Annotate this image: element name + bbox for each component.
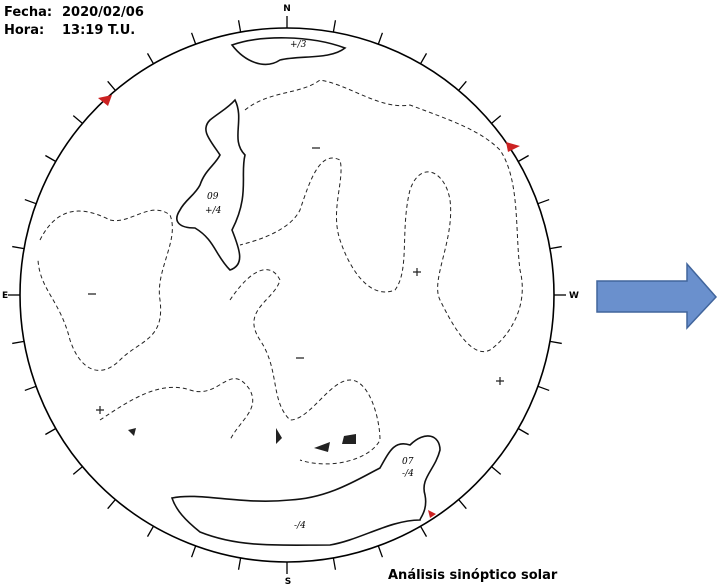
annotation: +/4 [205, 206, 222, 216]
cross-marks [88, 147, 504, 414]
tick [332, 20, 337, 33]
tick [146, 53, 155, 65]
tick [237, 20, 242, 33]
tick [146, 525, 155, 537]
tick [72, 466, 83, 475]
tick [549, 340, 562, 345]
next-arrow [596, 262, 718, 330]
red-marks [98, 95, 520, 518]
filament-region [230, 37, 347, 66]
east-label: E [2, 291, 8, 301]
neutral-line [37, 209, 173, 371]
spot-marks [128, 428, 356, 452]
south-label: S [285, 577, 291, 587]
caption: Análisis sinóptico solar [388, 568, 558, 583]
tick [419, 53, 428, 65]
tick [107, 499, 116, 510]
time-label: Hora: [4, 23, 44, 38]
north-label: N [283, 4, 291, 14]
tick [458, 80, 467, 91]
filament-region [170, 435, 441, 547]
tick [72, 115, 83, 124]
tick [190, 545, 197, 558]
tick [419, 525, 428, 537]
tick [12, 245, 25, 250]
tick [107, 80, 116, 91]
annotation: -/4 [402, 469, 414, 479]
neutral-line [239, 79, 523, 353]
tick [537, 198, 550, 205]
filament-region [176, 98, 246, 271]
tick [491, 466, 502, 475]
tick [458, 499, 467, 510]
tick [537, 385, 550, 392]
tick [45, 427, 57, 436]
tick [517, 427, 529, 436]
annotation: -/4 [294, 521, 306, 531]
tick [332, 557, 337, 570]
tick [12, 340, 25, 345]
annotation: 07 [402, 457, 414, 467]
tick [24, 198, 37, 205]
date-label: Fecha: [4, 5, 52, 20]
tick [190, 32, 197, 45]
tick [237, 557, 242, 570]
tick [377, 32, 384, 45]
tick-ring [8, 16, 566, 574]
time: 13:19 T.U. [62, 23, 135, 38]
west-label: W [569, 291, 579, 301]
tick [24, 385, 37, 392]
tick [491, 115, 502, 124]
neutral-line [229, 269, 381, 465]
tick [377, 545, 384, 558]
tick [517, 154, 529, 163]
neutral-line [99, 378, 254, 441]
annotation: +/3 [290, 40, 307, 50]
annotation: 09 [207, 192, 219, 202]
date: 2020/02/06 [62, 5, 144, 20]
tick [549, 245, 562, 250]
tick [45, 154, 57, 163]
solar-disk [19, 27, 555, 563]
